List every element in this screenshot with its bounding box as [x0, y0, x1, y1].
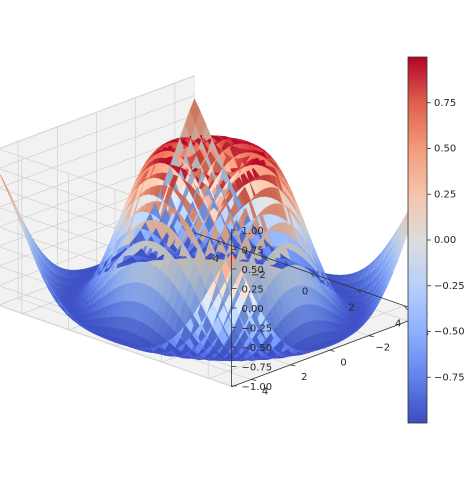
- surface-facet: [267, 357, 279, 360]
- gridline-z-back: [0, 305, 232, 387]
- y-tick-mark: [251, 379, 257, 381]
- colorbar-tick-label: 0.25: [434, 189, 456, 200]
- x-tick-label: 4: [395, 319, 401, 330]
- gridline-z-left: [0, 95, 195, 169]
- y-tick-label: −2: [375, 343, 390, 354]
- colorbar-gradient: [407, 56, 428, 424]
- surface-facet: [209, 358, 221, 361]
- x-tick-mark: [310, 273, 315, 278]
- surface-facet: [241, 359, 253, 362]
- y-tick-label: 2: [301, 372, 307, 383]
- z-tick-label: −0.25: [242, 324, 273, 335]
- x-tick-mark: [357, 289, 361, 294]
- x-tick-mark: [217, 240, 222, 246]
- surface-facet: [252, 358, 264, 361]
- colorbar-tick-label: 0.00: [434, 235, 456, 246]
- z-tick-label: 0.00: [242, 304, 264, 315]
- z-tick-label: −0.50: [242, 343, 273, 354]
- surface-facet: [198, 358, 210, 361]
- colorbar-tick-label: 0.50: [434, 144, 456, 155]
- z-tick-label: 1.00: [242, 226, 264, 237]
- x-tick-label: 2: [348, 302, 354, 313]
- surface-facet: [187, 357, 199, 360]
- surface-facet: [230, 358, 242, 362]
- y-tick-mark: [368, 335, 374, 338]
- x-tick-label: −2: [251, 270, 266, 281]
- z-tick-label: 0.75: [242, 246, 264, 257]
- colorbar-tick-label: 0.75: [434, 98, 456, 109]
- x-tick-label: 0: [302, 286, 308, 297]
- y-tick-label: 0: [340, 357, 346, 368]
- colorbar-tick-label: −0.75: [434, 372, 465, 383]
- surface-mesh: [0, 98, 428, 362]
- z-tick-label: 0.50: [242, 265, 264, 276]
- colorbar-tick-label: −0.25: [434, 281, 465, 292]
- gridline-z-left: [0, 75, 195, 149]
- z-tick-label: −0.75: [242, 363, 273, 374]
- colorbar-tick-label: −0.50: [434, 327, 465, 338]
- z-tick-label: 0.25: [242, 285, 264, 296]
- z-axis-ticks: −1.00 −0.75 −0.50 −0.25 0.00 0.25 0.50 0.75 1.00: [231, 226, 273, 393]
- colorbar-ticks: −0.75 −0.50 −0.25 0.00 0.25 0.50 0.75: [427, 98, 465, 383]
- x-tick-mark: [264, 256, 268, 262]
- surface-facet: [220, 358, 231, 362]
- y-tick-mark: [290, 364, 296, 367]
- colorbar: −0.75 −0.50 −0.25 0.00 0.25 0.50 0.75: [407, 56, 465, 424]
- gridline-z-left: [0, 114, 195, 188]
- x-tick-label: −4: [204, 254, 219, 265]
- y-tick-label: 4: [262, 386, 268, 397]
- x-axis-ticks: −4 −2 0 2 4: [204, 240, 408, 330]
- z-tick-label: −1.00: [242, 382, 273, 393]
- y-tick-mark: [329, 349, 335, 352]
- x-tick-mark: [403, 305, 408, 310]
